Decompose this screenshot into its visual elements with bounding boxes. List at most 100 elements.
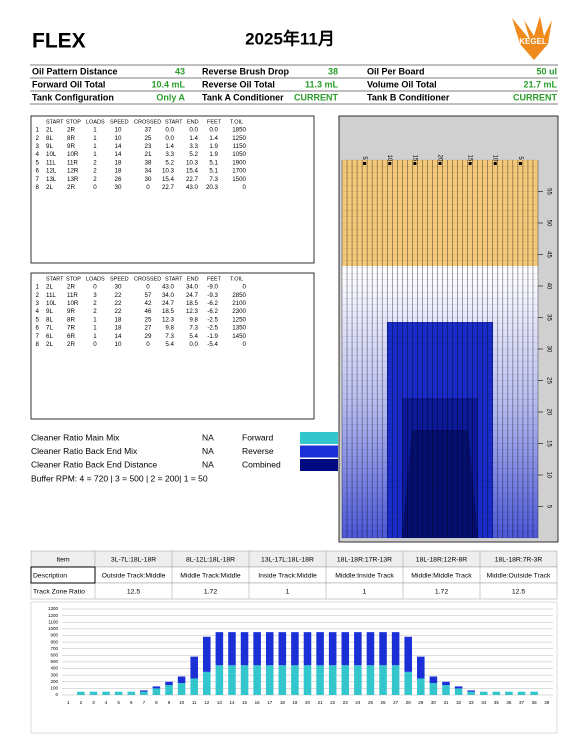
table-cell: -6.2 <box>207 308 218 315</box>
feet-label: 40 <box>545 283 551 290</box>
summary-value: 43 <box>175 66 185 76</box>
x-tick-label: 3 <box>92 700 95 705</box>
board-marker <box>493 162 497 165</box>
table-cell: 2300 <box>232 308 246 315</box>
x-tick-label: 13 <box>217 700 223 705</box>
bar-segment <box>228 632 236 666</box>
table-cell: 10R <box>67 151 79 158</box>
table-cell: 5.4 <box>189 333 198 340</box>
bar-segment <box>265 665 274 695</box>
table-cell: 12.3 <box>186 308 199 315</box>
track-table: Item 3L-7L:18L-18R 8L-12L:18L-18R 13L-17L:1… <box>30 550 558 600</box>
table-cell: 1 <box>93 127 97 134</box>
table-cell: 14 <box>115 143 122 150</box>
table-cell: 43.0 <box>162 284 175 291</box>
table-cell: 2 <box>36 135 40 142</box>
legend-label: Combined <box>242 459 281 469</box>
x-tick-label: 33 <box>469 700 475 705</box>
table-cell: 3.3 <box>165 151 174 158</box>
bar-segment <box>517 691 526 695</box>
table-cell: 22.7 <box>186 176 199 183</box>
table-cell: 22.7 <box>162 184 175 191</box>
table-cell: -2.5 <box>207 325 218 332</box>
bar-segment <box>530 691 538 695</box>
table-cell: 8L <box>46 316 53 323</box>
bar-segment <box>366 665 375 695</box>
table-cell: 5 <box>36 316 40 323</box>
feet-label: 10 <box>545 472 551 479</box>
table-cell: 0 <box>93 341 97 348</box>
track-cell: 8L-12L:18L-18R <box>186 556 235 563</box>
bar-segment <box>454 686 463 689</box>
column-header: START <box>165 276 183 282</box>
table-cell: 9R <box>67 308 75 315</box>
summary-label: Reverse Brush Drop <box>202 66 290 76</box>
y-tick-label: 800 <box>50 639 58 644</box>
table-cell: 1 <box>93 325 97 332</box>
table-cell: 13R <box>67 176 79 183</box>
table-cell: 8 <box>36 184 40 191</box>
summary-label: Tank Configuration <box>32 92 114 102</box>
bar-segment <box>379 632 387 666</box>
feet-label: 55 <box>545 188 551 195</box>
table-cell: 2L <box>46 127 53 134</box>
track-cell: Middle Track:Middle <box>180 572 241 579</box>
bar-segment <box>114 691 123 695</box>
table-cell: 2R <box>67 184 75 191</box>
table-cell: 8L <box>46 135 53 142</box>
bar-segment <box>89 691 98 695</box>
table-cell: 1700 <box>232 168 246 175</box>
bar-segment <box>253 665 261 695</box>
table-cell: 2R <box>67 284 75 291</box>
bar-segment <box>140 691 148 695</box>
table-cell: 0.0 <box>189 127 198 134</box>
cleaner-value: NA <box>202 459 214 469</box>
table-cell: 1 <box>93 151 97 158</box>
track-cell: 3L-7L:18L-18R <box>111 556 156 563</box>
y-tick-label: 1000 <box>48 626 59 631</box>
track-cell: Outside Track:Middle <box>102 572 166 579</box>
feet-label: 35 <box>545 314 551 321</box>
table-cell: 5.2 <box>165 159 174 166</box>
table-cell: 9R <box>67 143 75 150</box>
x-tick-label: 1 <box>67 700 70 705</box>
forward-table-box <box>30 115 315 264</box>
table-cell: 12R <box>67 168 79 175</box>
table-cell: 9.8 <box>189 316 198 323</box>
feet-label: 30 <box>545 346 551 353</box>
table-cell: 2L <box>46 184 53 191</box>
table-cell: 0 <box>93 184 97 191</box>
column-header: START <box>165 119 183 125</box>
table-cell: 4 <box>36 151 40 158</box>
x-tick-label: 30 <box>431 700 437 705</box>
track-cell: Description <box>33 572 67 579</box>
summary-value: CURRENT <box>513 92 558 102</box>
bar-segment <box>328 665 337 695</box>
feet-label: 20 <box>545 409 551 416</box>
table-cell: 7 <box>36 176 40 183</box>
board-label: 10 <box>492 155 498 162</box>
table-cell: 4 <box>36 308 40 315</box>
table-cell: 7 <box>36 333 40 340</box>
bar-segment <box>240 665 249 695</box>
summary-value: CURRENT <box>294 92 339 102</box>
table-cell: 13L <box>46 176 57 183</box>
table-cell: 22 <box>115 292 122 299</box>
feet-label: 25 <box>545 377 551 384</box>
y-tick-label: 900 <box>50 633 58 638</box>
board-label: 20 <box>436 155 442 162</box>
table-cell: 26 <box>115 176 122 183</box>
summary-value: Only A <box>156 92 185 102</box>
table-cell: 2 <box>93 300 97 307</box>
table-cell: 2100 <box>232 300 246 307</box>
x-tick-label: 31 <box>443 700 449 705</box>
table-cell: 0.0 <box>165 135 174 142</box>
bar-segment <box>454 688 463 695</box>
table-cell: 1 <box>36 127 40 134</box>
track-cell: Track Zone Ratio <box>33 588 85 595</box>
bar-segment <box>203 636 211 672</box>
kegel-logo: KEGEL <box>512 16 552 60</box>
bar-segment <box>379 665 387 695</box>
table-cell: 11R <box>67 292 78 299</box>
